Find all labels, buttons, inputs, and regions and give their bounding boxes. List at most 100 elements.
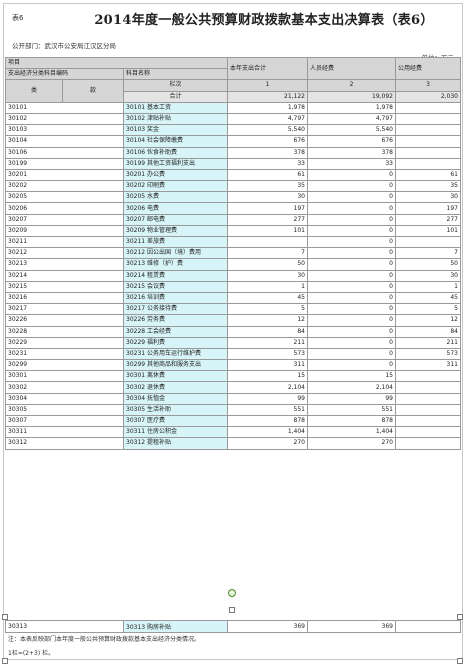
row-total: 30 — [227, 269, 308, 282]
row-item-name: 30104 社会保障缴费 — [123, 135, 228, 148]
row-total: 101 — [227, 224, 308, 238]
row-personnel: 0 — [307, 280, 396, 293]
row-personnel: 0 — [307, 180, 396, 193]
header-col-2: 2 — [307, 79, 396, 92]
row-total: 50 — [227, 258, 308, 271]
row-code: 30228 — [5, 325, 124, 338]
row-item-name: 30214 租赁费 — [123, 269, 228, 282]
table-row: 30226 30226 劳务费 12 0 12 — [5, 314, 461, 327]
resize-handle-right-bottom[interactable] — [457, 658, 463, 664]
row-public — [395, 392, 461, 405]
extra-row: 30313 30313 购房补贴 369 369 — [5, 620, 461, 633]
row-personnel: 99 — [307, 392, 396, 405]
row-item-name: 30212 因公出国（境）费用 — [123, 247, 228, 260]
row-code: 30106 — [5, 146, 124, 159]
table-row: 30207 30207 邮电费 277 0 277 — [5, 213, 461, 226]
row-code: 30307 — [5, 414, 124, 428]
row-item-name: 30302 退休费 — [123, 381, 228, 394]
row-total: 211 — [227, 336, 308, 349]
table-row: 30304 30304 抚恤金 99 99 — [5, 392, 461, 405]
row-code: 30104 — [5, 135, 124, 148]
row-public — [395, 437, 461, 450]
rotate-handle[interactable] — [228, 589, 236, 597]
row-total — [227, 235, 308, 249]
row-public — [395, 101, 461, 114]
row-code: 30217 — [5, 303, 124, 316]
table-row: 30302 30302 退休费 2,104 2,104 — [5, 381, 461, 394]
row-public — [395, 235, 461, 249]
footnote-formula: 1栏=(2+3) 栏。 — [8, 650, 55, 657]
row-personnel: 4,797 — [307, 112, 396, 126]
row-personnel: 0 — [307, 247, 396, 260]
row-total: 676 — [227, 135, 308, 148]
row-personnel: 5,540 — [307, 124, 396, 137]
header-col-index: 栏次 — [123, 79, 228, 92]
table-row: 30215 30215 会议费 1 0 1 — [5, 280, 461, 293]
table-row: 30311 30311 住房公积金 1,404 1,404 — [5, 426, 461, 439]
row-code: 30231 — [5, 347, 124, 361]
sum-public: 2,030 — [395, 90, 461, 103]
row-personnel: 1,404 — [307, 426, 396, 439]
row-code: 30214 — [5, 269, 124, 282]
table-row: 30202 30202 印刷费 35 0 35 — [5, 180, 461, 193]
row-code: 30211 — [5, 235, 124, 249]
table-row: 30103 30103 奖金 5,540 5,540 — [5, 124, 461, 137]
sheet-page: 表6 2014年度一般公共预算财政拨款基本支出决算表（表6） 公开部门：武汉市公… — [3, 3, 463, 660]
row-total: 99 — [227, 392, 308, 405]
table-row: 30211 30211 差旅费 0 — [5, 235, 461, 249]
row-code: 30205 — [5, 191, 124, 204]
row-personnel: 0 — [307, 269, 396, 282]
footnote: 注：本表反映部门本年度一般公共预算财政拨款基本支出经济分类情况。 — [8, 636, 201, 643]
row-code: 30226 — [5, 314, 124, 327]
row-total: 277 — [227, 213, 308, 226]
row-public — [395, 135, 461, 148]
row-personnel: 378 — [307, 146, 396, 159]
row-total: 1,978 — [227, 101, 308, 114]
table-row: 30217 30217 公务接待费 5 0 5 — [5, 303, 461, 316]
table-row: 30312 30312 提租补贴 270 270 — [5, 437, 461, 450]
row-code: 30103 — [5, 124, 124, 137]
row-public — [395, 157, 461, 170]
header-code-name: 支出经济分类科目编码 — [5, 68, 124, 81]
row-public — [395, 403, 461, 417]
expenditure-table: 项目 本年支出合计 人员经费 公用经费 支出经济分类科目编码 科目名称 类 款 … — [5, 56, 461, 450]
row-public: 50 — [395, 258, 461, 271]
sheet-tag: 表6 — [12, 14, 24, 22]
row-total: 12 — [227, 314, 308, 327]
row-code: 30101 — [5, 101, 124, 114]
row-personnel: 676 — [307, 135, 396, 148]
resize-handle-left-bottom[interactable] — [2, 658, 8, 664]
row-total: 2,104 — [227, 381, 308, 394]
row-item-name: 30301 离休费 — [123, 370, 228, 383]
row-total: 61 — [227, 168, 308, 182]
row-item-name: 30216 培训费 — [123, 291, 228, 305]
row-public: 5 — [395, 303, 461, 316]
page-title: 2014年度一般公共预算财政拨款基本支出决算表（表6） — [94, 13, 434, 28]
resize-handle-top[interactable] — [229, 607, 235, 613]
row-item-name: 30206 电费 — [123, 202, 228, 215]
resize-handle-right-top[interactable] — [457, 614, 463, 620]
header-kuan: 款 — [62, 79, 124, 103]
table-row: 30199 30199 其他工资福利支出 33 33 — [5, 157, 461, 170]
row-personnel: 270 — [307, 437, 396, 450]
extra-personnel: 369 — [307, 620, 396, 633]
row-item-name: 30228 工会经费 — [123, 325, 228, 338]
row-public: 211 — [395, 336, 461, 349]
header-row-lei: 类 款 栏次 1 2 3 — [5, 79, 461, 103]
row-code: 30312 — [5, 437, 124, 450]
row-public: 12 — [395, 314, 461, 327]
resize-handle-left-top[interactable] — [2, 614, 8, 620]
row-item-name: 30205 水费 — [123, 191, 228, 204]
row-personnel: 0 — [307, 314, 396, 327]
row-item-name: 30217 公务接待费 — [123, 303, 228, 316]
row-public — [395, 370, 461, 383]
row-code: 30301 — [5, 370, 124, 383]
row-item-name: 30106 伙食补助费 — [123, 146, 228, 159]
row-public — [395, 381, 461, 394]
table-row: 30214 30214 租赁费 30 0 30 — [5, 269, 461, 282]
row-item-name: 30199 其他工资福利支出 — [123, 157, 228, 170]
header-project: 项目 — [5, 56, 228, 70]
table-row: 30102 30102 津贴补贴 4,797 4,797 — [5, 112, 461, 126]
row-public: 101 — [395, 224, 461, 238]
row-item-name: 30207 邮电费 — [123, 213, 228, 226]
